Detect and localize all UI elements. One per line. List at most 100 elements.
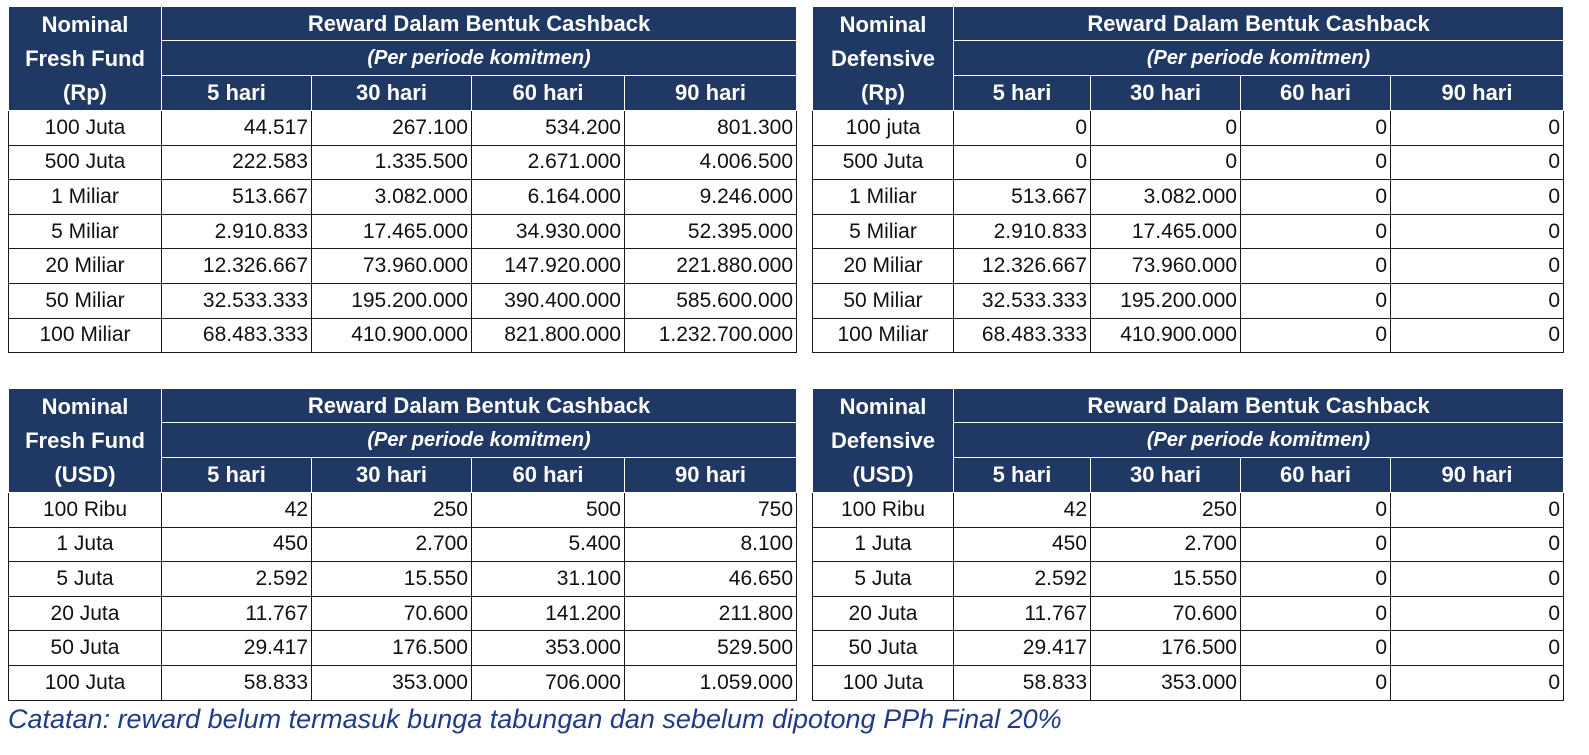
nominal-cell: 5 Miliar: [812, 213, 954, 250]
cashback-cell: 0: [1240, 179, 1391, 215]
reward-title: Reward Dalam Bentuk Cashback: [952, 6, 1565, 41]
cashback-cell: 750: [623, 492, 798, 528]
cashback-cell: 2.592: [161, 561, 312, 597]
period-header: 5 hari: [161, 457, 312, 493]
cashback-cell: 0: [1389, 664, 1565, 701]
cashback-cell: 42: [161, 492, 312, 528]
cashback-cell: 0: [1389, 248, 1565, 284]
nominal-cell: 20 Juta: [812, 595, 954, 632]
cashback-cell: 15.550: [1090, 561, 1241, 597]
cashback-cell: 0: [1240, 492, 1391, 528]
table-row: 50 Miliar 32.533.333 195.200.000 390.400.00…: [8, 282, 798, 319]
cashback-cell: 0: [1389, 317, 1565, 354]
cashback-cell: 4.006.500: [623, 144, 798, 181]
cashback-cell: 5.400: [471, 526, 625, 563]
period-header: 90 hari: [623, 75, 798, 111]
nominal-label: Nominal: [839, 11, 927, 37]
nominal-cell: 20 Miliar: [812, 248, 954, 284]
nominal-currency: (Rp): [861, 79, 905, 105]
cashback-cell: 195.200.000: [311, 282, 472, 319]
cashback-cell: 801.300: [623, 110, 798, 146]
table-row: 20 Juta 11.767 70.600 0 0: [812, 595, 1565, 632]
cashback-cell: 195.200.000: [1090, 282, 1241, 319]
cashback-cell: 0: [1240, 526, 1391, 563]
period-header: 90 hari: [1389, 457, 1565, 493]
cashback-cell: 211.800: [623, 595, 798, 632]
cashback-cell: 353.000: [1090, 664, 1241, 701]
nominal-header: Nominal Fresh Fund (Rp): [8, 6, 162, 111]
reward-title: Reward Dalam Bentuk Cashback: [160, 6, 798, 41]
period-header: 30 hari: [311, 75, 472, 111]
table-row: 5 Juta 2.592 15.550 0 0: [812, 561, 1565, 597]
table-row: 100 Juta 58.833 353.000 0 0: [812, 664, 1565, 701]
cashback-cell: 0: [1389, 213, 1565, 250]
cashback-cell: 410.900.000: [1090, 317, 1241, 354]
cashback-cell: 1.232.700.000: [623, 317, 798, 354]
table-fresh-fund-usd: Nominal Fresh Fund (USD) Reward Dalam Be…: [8, 388, 798, 701]
nominal-header: Nominal Defensive (Rp): [812, 6, 954, 111]
period-header: 30 hari: [1090, 457, 1241, 493]
reward-subtitle: (Per periode komitmen): [160, 40, 798, 76]
nominal-label: Nominal: [41, 11, 129, 37]
cashback-cell: 0: [1240, 664, 1391, 701]
table-row: 1 Miliar 513.667 3.082.000 0 0: [812, 179, 1565, 215]
nominal-type: Defensive: [831, 45, 935, 71]
nominal-cell: 50 Miliar: [812, 282, 954, 319]
table-row: 100 juta 0 0 0 0: [812, 110, 1565, 146]
table-row: 100 Ribu 42 250 0 0: [812, 492, 1565, 528]
cashback-cell: 529.500: [623, 630, 798, 666]
nominal-cell: 100 Ribu: [8, 492, 162, 528]
cashback-cell: 2.910.833: [953, 213, 1091, 250]
cashback-cell: 12.326.667: [953, 248, 1091, 284]
period-header: 5 hari: [953, 75, 1091, 111]
reward-title: Reward Dalam Bentuk Cashback: [952, 388, 1565, 423]
nominal-label: Nominal: [41, 393, 129, 419]
cashback-cell: 1.335.500: [311, 144, 472, 181]
nominal-currency: (USD): [852, 461, 914, 487]
cashback-cell: 250: [1090, 492, 1241, 528]
cashback-cell: 222.583: [161, 144, 312, 181]
cashback-cell: 34.930.000: [471, 213, 625, 250]
cashback-cell: 353.000: [471, 630, 625, 666]
cashback-cell: 0: [1240, 595, 1391, 632]
reward-subtitle: (Per periode komitmen): [952, 422, 1565, 458]
nominal-cell: 50 Juta: [8, 630, 162, 666]
cashback-cell: 147.920.000: [471, 248, 625, 284]
table-row: 5 Miliar 2.910.833 17.465.000 0 0: [812, 213, 1565, 250]
table-fresh-fund-rp: Nominal Fresh Fund (Rp) Reward Dalam Ben…: [8, 6, 798, 354]
table-row: 50 Juta 29.417 176.500 0 0: [812, 630, 1565, 666]
cashback-cell: 221.880.000: [623, 248, 798, 284]
cashback-cell: 0: [1389, 526, 1565, 563]
cashback-cell: 2.700: [1090, 526, 1241, 563]
cashback-cell: 0: [1389, 595, 1565, 632]
cashback-cell: 15.550: [311, 561, 472, 597]
period-header: 5 hari: [953, 457, 1091, 493]
cashback-cell: 534.200: [471, 110, 625, 146]
cashback-cell: 70.600: [1090, 595, 1241, 632]
table-row: 5 Juta 2.592 15.550 31.100 46.650: [8, 561, 798, 597]
cashback-cell: 68.483.333: [161, 317, 312, 354]
cashback-cell: 2.700: [311, 526, 472, 563]
cashback-cell: 0: [1090, 110, 1241, 146]
nominal-cell: 1 Juta: [812, 526, 954, 563]
cashback-cell: 68.483.333: [953, 317, 1091, 354]
cashback-cell: 32.533.333: [953, 282, 1091, 319]
cashback-cell: 2.910.833: [161, 213, 312, 250]
cashback-cell: 8.100: [623, 526, 798, 563]
cashback-cell: 0: [1240, 213, 1391, 250]
cashback-cell: 500: [471, 492, 625, 528]
cashback-cell: 11.767: [953, 595, 1091, 632]
nominal-cell: 500 Juta: [8, 144, 162, 181]
cashback-cell: 32.533.333: [161, 282, 312, 319]
period-header: 30 hari: [311, 457, 472, 493]
nominal-type: Defensive: [831, 427, 935, 453]
nominal-cell: 5 Miliar: [8, 213, 162, 250]
cashback-cell: 0: [1389, 179, 1565, 215]
cashback-cell: 0: [1240, 630, 1391, 666]
cashback-cell: 0: [1240, 317, 1391, 354]
cashback-cell: 0: [953, 110, 1091, 146]
nominal-cell: 100 Ribu: [812, 492, 954, 528]
nominal-type: Fresh Fund: [25, 427, 145, 453]
table-row: 100 Ribu 42 250 500 750: [8, 492, 798, 528]
nominal-currency: (USD): [54, 461, 116, 487]
